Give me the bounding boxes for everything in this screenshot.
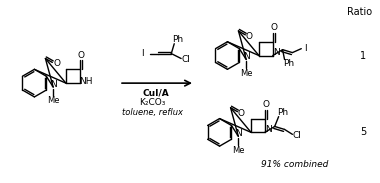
Text: Ratio: Ratio <box>347 7 372 17</box>
Text: O: O <box>54 59 61 68</box>
Text: N: N <box>50 80 57 89</box>
Text: I: I <box>304 44 307 53</box>
Text: O: O <box>238 109 245 118</box>
Text: Cl: Cl <box>293 131 302 140</box>
Text: K₂CO₃: K₂CO₃ <box>139 98 166 107</box>
Text: O: O <box>246 32 253 41</box>
Text: NH: NH <box>79 77 92 86</box>
Text: N: N <box>265 125 272 134</box>
Text: toluene, reflux: toluene, reflux <box>122 108 183 117</box>
Text: 1: 1 <box>360 51 366 61</box>
Text: Ph: Ph <box>277 108 288 117</box>
Text: O: O <box>262 100 269 109</box>
Text: O: O <box>77 51 84 60</box>
Text: CuI/A: CuI/A <box>142 88 169 98</box>
Text: N: N <box>273 48 280 57</box>
Text: Ph: Ph <box>173 35 184 44</box>
Text: Me: Me <box>47 96 59 105</box>
Text: Cl: Cl <box>182 55 190 64</box>
Text: N: N <box>243 52 250 61</box>
Text: Me: Me <box>240 69 252 78</box>
Text: N: N <box>235 129 242 138</box>
Text: 5: 5 <box>360 127 366 137</box>
Text: O: O <box>270 23 277 32</box>
Text: I: I <box>141 49 144 58</box>
Text: Ph: Ph <box>283 59 294 68</box>
Text: Me: Me <box>232 146 245 155</box>
Text: 91% combined: 91% combined <box>261 160 328 169</box>
